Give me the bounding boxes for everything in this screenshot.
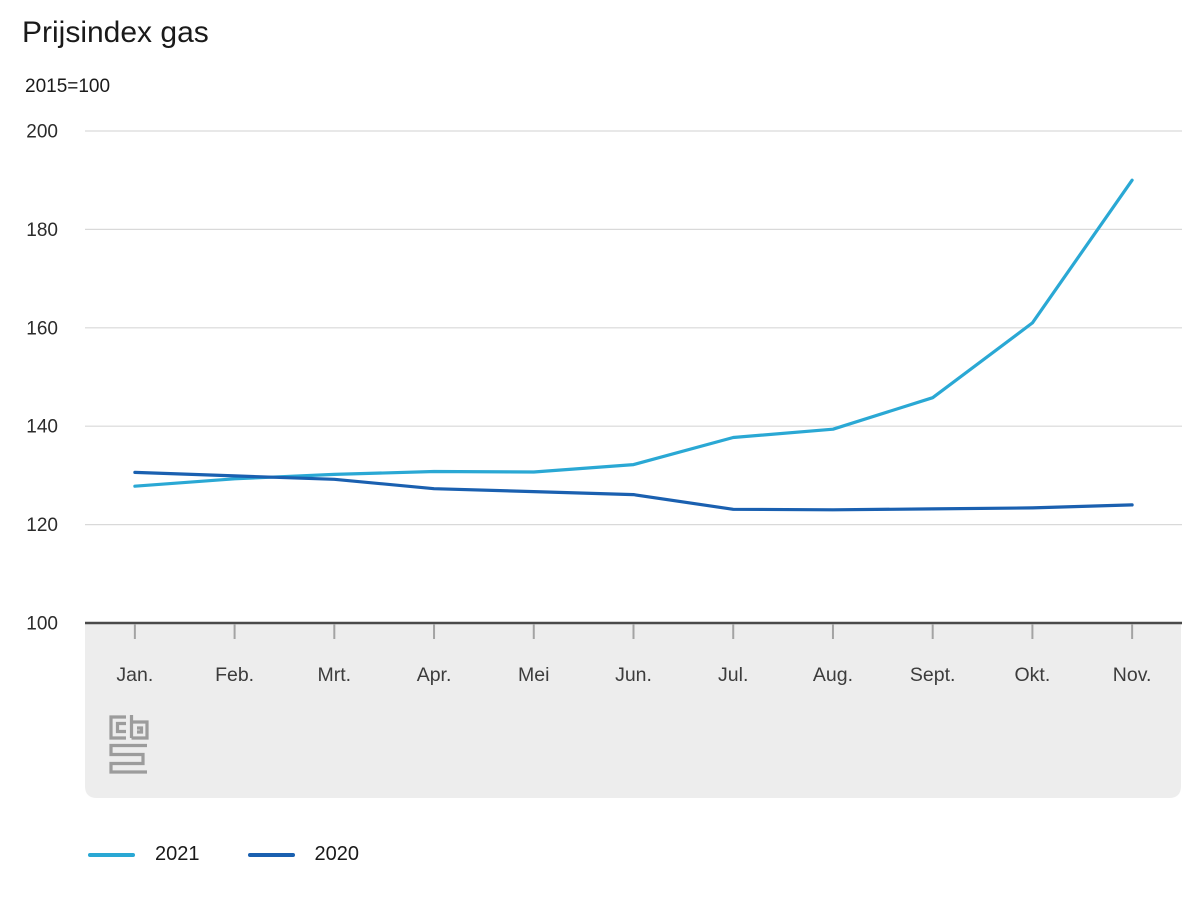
legend-label-2021: 2021 xyxy=(155,843,200,865)
x-tick-label: Sept. xyxy=(910,664,956,686)
x-axis-ticks xyxy=(133,624,1134,639)
x-tick-label: Okt. xyxy=(1015,664,1051,686)
y-axis-labels: 100 120 140 160 180 200 xyxy=(26,122,58,635)
x-tick-label: Mei xyxy=(518,664,549,686)
chart-subtitle: 2015=100 xyxy=(25,76,111,97)
y-tick-label: 160 xyxy=(26,318,58,339)
legend-item-2021[interactable]: 2021 xyxy=(88,843,200,866)
x-tick-label: Aug. xyxy=(813,664,853,686)
x-tick-label: Jan. xyxy=(116,664,153,686)
legend-item-2020[interactable]: 2020 xyxy=(247,843,360,866)
cbs-logo-icon xyxy=(109,715,149,774)
series-line-2021 xyxy=(133,178,1134,488)
y-tick-label: 140 xyxy=(26,417,58,438)
series-lines xyxy=(133,178,1134,512)
series-line-2020 xyxy=(133,470,1134,512)
legend-swatch-2020-icon xyxy=(247,852,295,857)
x-tick-label: Apr. xyxy=(417,664,452,686)
y-tick-label: 120 xyxy=(26,515,58,536)
line-chart: 100 120 140 160 180 200 Jan. Feb. Mrt. Apr. Mei Ju… xyxy=(26,122,1182,798)
y-tick-label: 200 xyxy=(26,122,58,143)
y-tick-label: 180 xyxy=(26,220,58,241)
legend-swatch-2021-icon xyxy=(88,852,135,857)
gridlines xyxy=(85,130,1182,625)
x-tick-label: Mrt. xyxy=(318,664,352,686)
x-tick-label: Jul. xyxy=(718,664,748,686)
y-tick-label: 100 xyxy=(26,614,58,635)
x-tick-label: Nov. xyxy=(1113,664,1152,686)
chart-title: Prijsindex gas xyxy=(22,16,209,49)
x-tick-label: Jun. xyxy=(615,664,652,686)
x-axis-labels: Jan. Feb. Mrt. Apr. Mei Jun. Jul. Aug. Sept. Okt.… xyxy=(116,664,1151,686)
legend-label-2020: 2020 xyxy=(314,843,360,865)
legend: 2021 2020 xyxy=(88,843,359,866)
x-tick-label: Feb. xyxy=(215,664,254,686)
x-axis-band xyxy=(85,623,1181,798)
